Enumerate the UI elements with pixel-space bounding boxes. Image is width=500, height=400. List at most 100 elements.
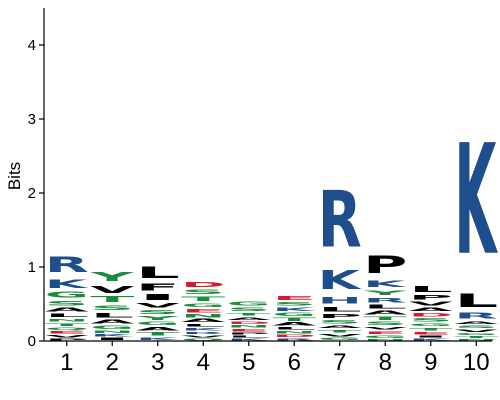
logo-letter-s: S	[227, 307, 271, 312]
logo-letter-y: Y	[89, 270, 135, 285]
logo-letter-e: E	[363, 331, 407, 335]
logo-letter-s: S	[136, 309, 180, 315]
logo-letter-g: G	[272, 312, 316, 317]
logo-letter-g: G	[90, 325, 134, 330]
logo-letter-a: A	[363, 310, 408, 316]
logo-letter-a: A	[227, 317, 271, 321]
logo-letter-k: K	[45, 278, 89, 291]
logo-letter-f: F	[136, 282, 180, 293]
logo-letter-t: T	[409, 327, 453, 331]
logo-letter-a: A	[90, 319, 135, 325]
logo-letter-g: G	[318, 337, 362, 341]
logo-letter-r: R	[45, 253, 89, 278]
logo-letter-t: T	[136, 331, 180, 336]
logo-letter-e: E	[272, 295, 316, 301]
logo-letter-k: K	[227, 338, 271, 341]
x-tick-label: 9	[424, 349, 437, 376]
logo-letter-k: K	[136, 337, 180, 341]
logo-letter-v: V	[45, 334, 89, 338]
logo-letter-v: V	[454, 329, 498, 333]
logo-letter-s: S	[318, 319, 362, 324]
logo-letter-s: S	[454, 325, 498, 329]
logo-letter-e: E	[409, 331, 453, 335]
logo-letter-s: S	[409, 317, 453, 322]
logo-letter-s: S	[272, 301, 316, 306]
logo-letter-k: K	[318, 266, 363, 296]
logo-letter-e: E	[181, 308, 225, 313]
logo-letter-e: E	[227, 328, 271, 332]
logo-letter-n: N	[227, 325, 271, 329]
logo-letter-v: V	[136, 302, 181, 310]
logo-letter-s: S	[90, 304, 134, 311]
y-axis-label: Bits	[5, 162, 24, 190]
y-tick-label: 4	[28, 37, 36, 54]
logo-letter-d: D	[181, 280, 225, 288]
logo-letter-s: S	[363, 321, 407, 326]
logo-letter-n: N	[454, 339, 498, 341]
logo-letter-l: L	[90, 311, 134, 318]
logo-letter-a: A	[181, 318, 225, 323]
logo-letter-g: G	[227, 301, 271, 307]
logo-letter-l: L	[363, 304, 407, 310]
logo-letter-i: I	[90, 337, 134, 341]
logo-letter-k: K	[272, 307, 317, 312]
logo-letter-g: G	[454, 333, 498, 336]
logo-letter-a: A	[409, 307, 453, 312]
logo-letter-r: R	[272, 338, 316, 341]
logo-letter-t: T	[181, 295, 225, 302]
logo-letter-d: D	[409, 312, 453, 317]
logo-letter-p: P	[409, 294, 453, 301]
logo-letter-p: P	[363, 251, 407, 279]
logo-letter-y: Y	[362, 289, 407, 296]
logo-letter-v: V	[90, 284, 135, 295]
stacks-layer: PVEQTNLASGKRIKNGALSTVYKTAGYSVIFLQVRKLANE…	[45, 112, 499, 341]
x-tick-label: 6	[288, 349, 301, 376]
logo-letter-g: G	[45, 291, 89, 300]
logo-letter-n: N	[45, 318, 89, 322]
logo-letter-v: V	[363, 326, 407, 330]
logo-letter-v: V	[409, 301, 454, 307]
logo-letter-t: T	[318, 329, 362, 333]
logo-letter-q: Q	[45, 327, 89, 331]
y-tick-label: 1	[28, 259, 36, 276]
logo-letter-t: T	[90, 295, 135, 304]
logo-letter-k: K	[90, 334, 134, 338]
logo-letter-g: G	[409, 323, 453, 327]
logo-letter-p: P	[318, 313, 362, 319]
logo-letter-t: T	[272, 317, 316, 322]
logo-letter-p: P	[227, 332, 271, 335]
y-tick-label: 0	[28, 333, 36, 350]
logo-letter-t: T	[227, 312, 271, 316]
logo-letter-h: H	[318, 295, 362, 306]
x-tick-label: 5	[242, 349, 255, 376]
logo-letter-l: L	[45, 313, 89, 318]
x-tick-label: 3	[151, 349, 164, 376]
logo-letter-p: P	[45, 338, 89, 341]
logo-letter-a: A	[318, 325, 362, 329]
logo-letter-n: N	[181, 313, 225, 318]
logo-letter-y: Y	[135, 315, 180, 321]
logo-letter-g: G	[136, 321, 180, 326]
logo-letter-a: A	[272, 322, 316, 326]
logo-letter-v: V	[181, 335, 225, 338]
logo-letter-l: L	[181, 323, 225, 327]
logo-letter-v: V	[318, 334, 362, 338]
y-tick-label: 2	[28, 185, 36, 202]
x-tick-label: 1	[60, 349, 73, 376]
logo-letter-e: E	[45, 331, 89, 335]
y-axis-ticks: 0 1 2 3 4	[28, 37, 44, 350]
logo-letter-d: D	[272, 334, 316, 338]
logo-letter-k: K	[181, 327, 225, 331]
logo-letter-r: R	[454, 311, 498, 320]
logo-letter-i: I	[136, 293, 180, 302]
x-tick-label: 7	[333, 349, 346, 376]
logo-letter-l: L	[454, 289, 498, 311]
logo-letter-n: N	[90, 330, 134, 334]
logo-letter-g: G	[363, 335, 407, 339]
